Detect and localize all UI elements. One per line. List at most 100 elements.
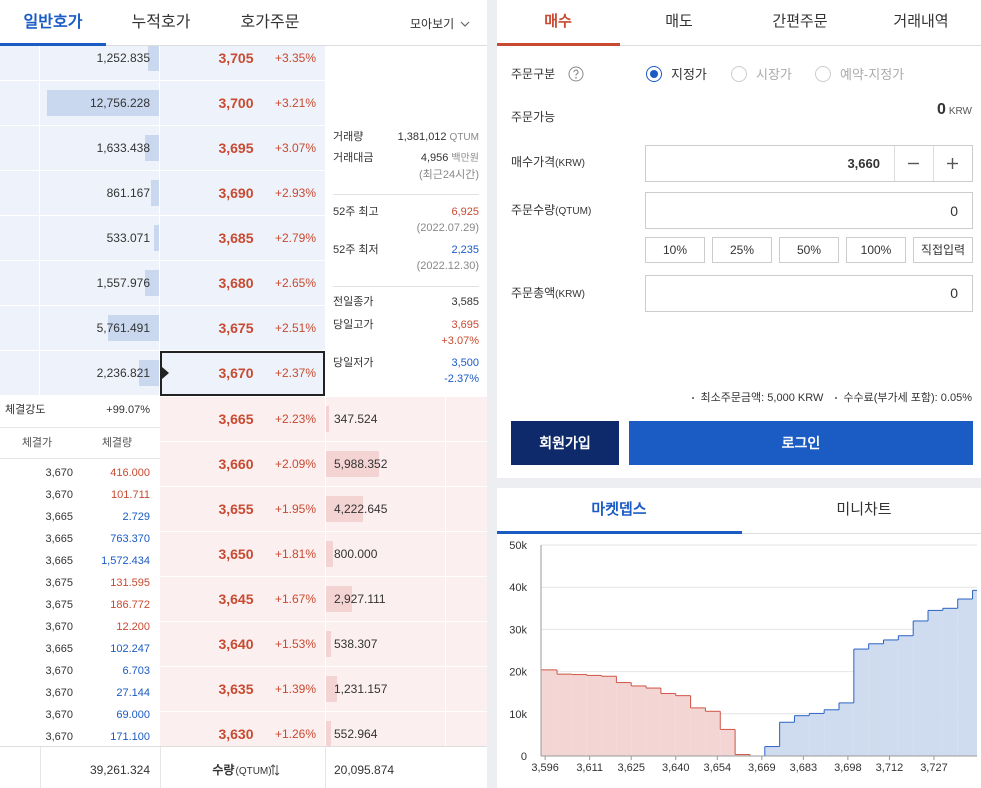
order-tab[interactable]: 거래내역 [893, 12, 949, 30]
bid-change: +2.23% [274, 412, 316, 426]
note-text: 최소주문금액: 5,000 KRW [700, 391, 824, 404]
percent-button-label: 25% [729, 243, 755, 257]
form-label: 매수가격(KRW) [511, 153, 585, 173]
trade-price: 3,670 [45, 686, 73, 699]
depth-tab[interactable]: 마켓뎁스 [591, 500, 647, 518]
bid-size-bar [326, 676, 337, 702]
bid-size-cell [326, 667, 445, 711]
bid-price-cell[interactable] [160, 397, 325, 441]
info-value: 1,381,012 QTUM [398, 129, 479, 146]
depth-tab[interactable]: 미니차트 [836, 500, 892, 518]
footer-label-text: 수량 [212, 763, 235, 777]
ask-price-cell[interactable] [160, 306, 325, 350]
quantity-value: 0 [950, 203, 958, 219]
orderbook-footer [0, 746, 487, 788]
form-label-text: 주문수량 [511, 203, 556, 217]
percent-button[interactable] [779, 237, 839, 263]
login-label[interactable]: 로그인 [781, 435, 821, 451]
order-tab[interactable]: 매수 [544, 12, 572, 30]
radio-label[interactable]: 예약-지정가 [840, 66, 905, 82]
bid-price-cell[interactable] [160, 442, 325, 486]
x-tick-label: 3,727 [920, 762, 948, 774]
info-value: 2,235 [451, 242, 479, 259]
ask-price-cell[interactable] [160, 216, 325, 260]
bid-price-cell[interactable] [160, 577, 325, 621]
trade-volume: 763.370 [110, 532, 150, 545]
info-note: (최근24시간) [418, 168, 479, 181]
order-tab[interactable]: 매도 [665, 12, 693, 30]
form-label-unit: (KRW) [555, 289, 585, 300]
signup-button[interactable] [511, 421, 619, 465]
order-tab[interactable]: 간편주문 [772, 12, 828, 30]
ask-price-cell[interactable] [160, 81, 325, 125]
form-label: 주문총액(KRW) [511, 284, 585, 304]
quantity-input[interactable] [645, 192, 973, 229]
info-label: 거래량 [333, 130, 364, 143]
bid-price-cell[interactable] [160, 622, 325, 666]
ask-price: 3,705 [218, 50, 254, 66]
footer-divider [160, 747, 161, 788]
trade-volume: 2.729 [122, 510, 150, 523]
percent-button[interactable] [846, 237, 906, 263]
bid-price-cell[interactable] [160, 487, 325, 531]
y-tick-label: 10k [509, 709, 527, 721]
info-label: 전일종가 [333, 295, 374, 308]
percent-button-label: 100% [860, 243, 892, 257]
bid-change: +1.53% [274, 637, 316, 651]
ask-price-cell[interactable] [160, 126, 325, 170]
depth-step [883, 639, 899, 756]
radio-label[interactable]: 지정가 [671, 66, 707, 82]
radio[interactable] [731, 66, 747, 82]
info-value: 4,956 백만원 [421, 150, 479, 167]
bid-price-cell[interactable] [160, 532, 325, 576]
plus-button[interactable] [946, 157, 959, 170]
orderbook-tab[interactable]: 일반호가 [23, 14, 83, 31]
view-toggle[interactable]: 모아보기 [410, 17, 455, 31]
bid-size: 552.964 [334, 727, 378, 741]
chevron-icon [460, 21, 470, 27]
trade-volume: 131.595 [110, 576, 150, 589]
x-tick-label: 3,625 [617, 762, 645, 774]
depth-step [660, 693, 676, 756]
total-input[interactable] [645, 275, 973, 312]
info-note: (2022.12.30) [416, 259, 479, 272]
percent-button[interactable] [913, 237, 973, 263]
trade-strength-label: 체결강도 [5, 403, 46, 416]
minus-button[interactable] [907, 157, 920, 170]
ask-size-bar [144, 135, 159, 161]
orderbook-tab[interactable]: 호가주문 [240, 14, 300, 31]
ask-change: +2.79% [274, 231, 316, 245]
bid-price: 3,635 [218, 681, 254, 697]
info-divider [333, 194, 479, 195]
bid-price-cell[interactable] [160, 667, 325, 711]
bid-price: 3,630 [218, 726, 254, 742]
trades-divider [0, 458, 160, 459]
ask-price-cell[interactable] [160, 171, 325, 215]
bid-change: +1.95% [274, 502, 316, 516]
orderbook-tab[interactable]: 누적호가 [131, 14, 191, 31]
ask-price-cell[interactable] [160, 351, 325, 396]
price-input[interactable] [645, 145, 973, 182]
swap-icon [270, 764, 280, 776]
radio[interactable] [815, 66, 831, 82]
ask-change: +2.51% [274, 321, 316, 335]
bid-price: 3,650 [218, 546, 254, 562]
ask-price-cell[interactable] [160, 261, 325, 305]
signup-label[interactable]: 회원가입 [539, 435, 591, 451]
info-number: 2,235 [451, 243, 479, 256]
radio-label[interactable]: 시장가 [756, 66, 792, 82]
percent-button[interactable] [645, 237, 705, 263]
ask-price: 3,670 [218, 365, 254, 381]
percent-button[interactable] [712, 237, 772, 263]
trade-strength-value: +99.07% [106, 403, 150, 416]
bid-size-bar [326, 406, 330, 432]
bid-size: 1,231.157 [334, 682, 388, 696]
trade-price: 3,675 [45, 576, 73, 589]
panel-gap [497, 478, 981, 488]
bid-extra-cell [446, 622, 487, 666]
bid-extra-cell [446, 487, 487, 531]
login-button[interactable] [629, 421, 973, 465]
trade-volume: 69.000 [116, 708, 150, 721]
